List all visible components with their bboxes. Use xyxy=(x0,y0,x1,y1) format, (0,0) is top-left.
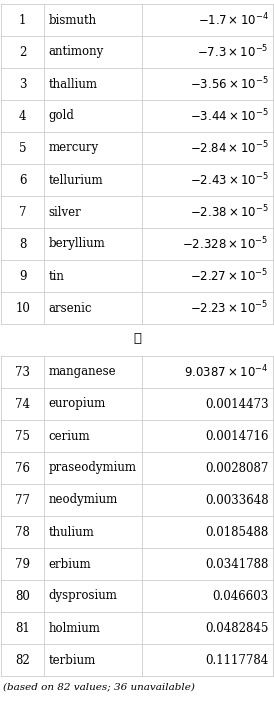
Text: 74: 74 xyxy=(15,398,30,410)
Text: $-3.44\times10^{-5}$: $-3.44\times10^{-5}$ xyxy=(190,108,269,124)
Text: arsenic: arsenic xyxy=(49,302,92,315)
Text: 7: 7 xyxy=(19,205,26,219)
Text: 78: 78 xyxy=(15,526,30,538)
Text: (based on 82 values; 36 unavailable): (based on 82 values; 36 unavailable) xyxy=(3,682,195,691)
Text: $-2.23\times10^{-5}$: $-2.23\times10^{-5}$ xyxy=(190,300,269,316)
Text: $-7.3\times10^{-5}$: $-7.3\times10^{-5}$ xyxy=(197,44,269,60)
Text: tin: tin xyxy=(49,270,65,282)
Text: silver: silver xyxy=(49,205,82,219)
Text: ⋮: ⋮ xyxy=(133,332,141,345)
Text: cerium: cerium xyxy=(49,430,90,443)
Text: $-2.38\times10^{-5}$: $-2.38\times10^{-5}$ xyxy=(190,204,269,220)
Text: beryllium: beryllium xyxy=(49,237,105,250)
Text: 79: 79 xyxy=(15,558,30,571)
Text: praseodymium: praseodymium xyxy=(49,461,137,475)
Text: 8: 8 xyxy=(19,237,26,250)
Text: tellurium: tellurium xyxy=(49,174,104,187)
Text: $-2.27\times10^{-5}$: $-2.27\times10^{-5}$ xyxy=(190,267,269,285)
Text: thallium: thallium xyxy=(49,77,98,91)
Text: 0.046603: 0.046603 xyxy=(212,589,269,603)
Text: 0.0033648: 0.0033648 xyxy=(205,493,269,506)
Text: europium: europium xyxy=(49,398,106,410)
Text: 0.0482845: 0.0482845 xyxy=(205,621,269,634)
Text: 0.0014716: 0.0014716 xyxy=(205,430,269,443)
Text: thulium: thulium xyxy=(49,526,95,538)
Text: gold: gold xyxy=(49,109,75,122)
Text: 0.0014473: 0.0014473 xyxy=(205,398,269,410)
Text: $-2.43\times10^{-5}$: $-2.43\times10^{-5}$ xyxy=(190,172,269,188)
Text: $-1.7\times10^{-4}$: $-1.7\times10^{-4}$ xyxy=(198,11,269,29)
Text: antimony: antimony xyxy=(49,46,104,59)
Text: 9: 9 xyxy=(19,270,26,282)
Text: 0.0028087: 0.0028087 xyxy=(205,461,269,475)
Text: 0.1117784: 0.1117784 xyxy=(206,654,269,666)
Text: $9.0387\times10^{-4}$: $9.0387\times10^{-4}$ xyxy=(184,364,269,380)
Text: erbium: erbium xyxy=(49,558,92,571)
Text: 4: 4 xyxy=(19,109,26,122)
Text: 3: 3 xyxy=(19,77,26,91)
Text: 6: 6 xyxy=(19,174,26,187)
Text: 77: 77 xyxy=(15,493,30,506)
Text: $-2.328\times10^{-5}$: $-2.328\times10^{-5}$ xyxy=(182,236,269,252)
Text: neodymium: neodymium xyxy=(49,493,118,506)
Text: 0.0185488: 0.0185488 xyxy=(206,526,269,538)
Text: dysprosium: dysprosium xyxy=(49,589,118,603)
Text: $-2.84\times10^{-5}$: $-2.84\times10^{-5}$ xyxy=(190,139,269,157)
Text: 75: 75 xyxy=(15,430,30,443)
Text: 82: 82 xyxy=(15,654,30,666)
Text: 80: 80 xyxy=(15,589,30,603)
Text: 73: 73 xyxy=(15,365,30,378)
Text: 76: 76 xyxy=(15,461,30,475)
Text: $-3.56\times10^{-5}$: $-3.56\times10^{-5}$ xyxy=(190,76,269,92)
Text: 1: 1 xyxy=(19,14,26,26)
Text: 81: 81 xyxy=(15,621,30,634)
Text: 0.0341788: 0.0341788 xyxy=(205,558,269,571)
Text: 2: 2 xyxy=(19,46,26,59)
Text: 5: 5 xyxy=(19,142,26,154)
Text: holmium: holmium xyxy=(49,621,101,634)
Text: terbium: terbium xyxy=(49,654,96,666)
Text: bismuth: bismuth xyxy=(49,14,97,26)
Text: 10: 10 xyxy=(15,302,30,315)
Text: mercury: mercury xyxy=(49,142,99,154)
Text: manganese: manganese xyxy=(49,365,116,378)
